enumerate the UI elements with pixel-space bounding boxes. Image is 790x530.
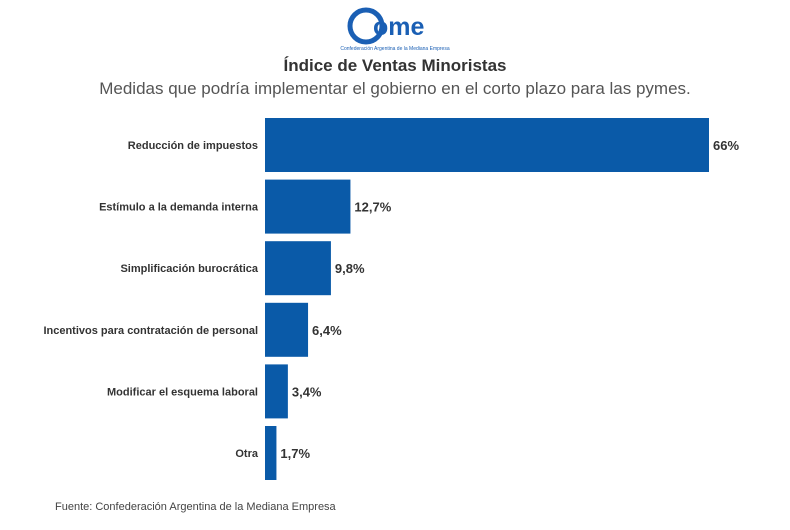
bar	[265, 241, 331, 296]
bar	[265, 302, 309, 357]
source-note: Fuente: Confederación Argentina de la Me…	[55, 501, 336, 513]
logo-wordmark: ome	[373, 13, 425, 41]
logo-tagline: Confederación Argentina de la Mediana Em…	[340, 46, 449, 52]
bar	[265, 179, 351, 234]
chart-subtitle: Medidas que podría implementar el gobier…	[99, 79, 691, 98]
bar	[265, 426, 277, 480]
value-label: 9,8%	[335, 261, 365, 276]
bar	[265, 364, 288, 419]
value-label: 1,7%	[280, 446, 310, 461]
bar	[265, 118, 709, 172]
category-label: Estímulo a la demanda interna	[99, 202, 259, 214]
category-label: Incentivos para contratación de personal	[43, 325, 258, 337]
category-label: Otra	[235, 448, 259, 460]
category-label: Reducción de impuestos	[128, 140, 258, 152]
chart-title: Índice de Ventas Minoristas	[283, 56, 507, 75]
value-label: 12,7%	[354, 200, 391, 215]
value-label: 66%	[713, 138, 739, 153]
came-logo: ome Confederación Argentina de la Median…	[340, 7, 450, 52]
category-label: Simplificación burocrática	[120, 263, 258, 275]
value-label: 3,4%	[292, 384, 322, 399]
category-label: Modificar el esquema laboral	[107, 386, 258, 398]
value-label: 6,4%	[312, 323, 342, 338]
